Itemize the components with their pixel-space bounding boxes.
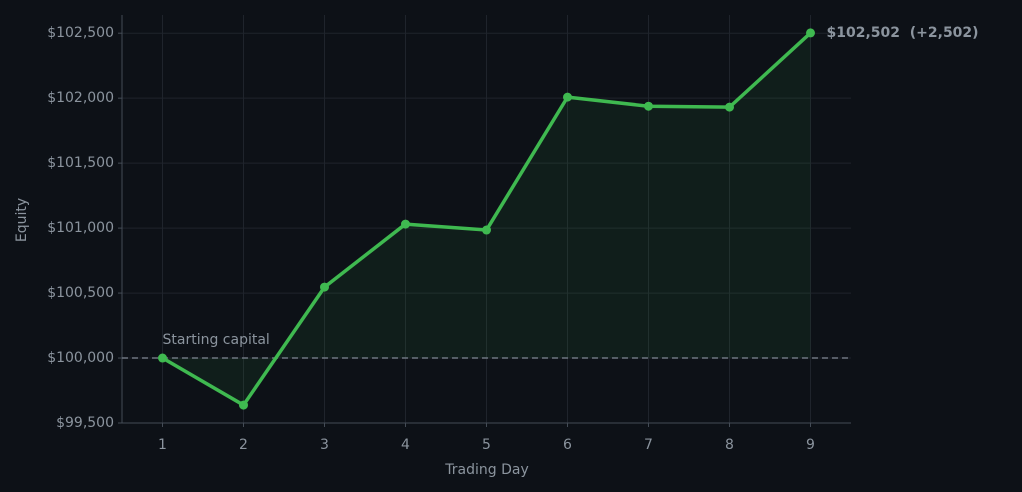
y-tick-label: $100,000 xyxy=(47,350,114,366)
x-tick-label: 8 xyxy=(725,437,734,453)
point xyxy=(563,92,572,102)
point xyxy=(239,400,248,410)
y-tick-label: $102,500 xyxy=(47,25,114,41)
x-tick-label: 5 xyxy=(482,437,491,453)
point xyxy=(158,353,167,363)
x-tick-label: 4 xyxy=(401,437,410,453)
x-tick-label: 9 xyxy=(806,437,815,453)
point xyxy=(644,101,653,111)
point xyxy=(401,219,410,229)
x-axis-label: Trading Day xyxy=(444,462,528,478)
baseline-label: Starting capital xyxy=(163,332,270,348)
point xyxy=(725,102,734,112)
y-tick-label: $101,000 xyxy=(47,220,114,236)
x-tick-label: 3 xyxy=(320,437,329,453)
area-fill xyxy=(162,32,811,406)
y-tick-label: $100,500 xyxy=(47,285,114,301)
point xyxy=(320,282,329,292)
x-tick-label: 1 xyxy=(158,437,167,453)
y-tick-label: $99,500 xyxy=(56,415,114,431)
point xyxy=(482,225,491,235)
x-tick-label: 2 xyxy=(239,437,248,453)
x-tick-label: 6 xyxy=(563,437,572,453)
x-tick-label: 7 xyxy=(644,437,653,453)
y-tick-label: $102,000 xyxy=(47,90,114,106)
point xyxy=(806,28,815,38)
y-tick-label: $101,500 xyxy=(47,155,114,171)
end-annotation: $102,502 (+2,502) xyxy=(827,25,979,41)
y-axis-label: Equity xyxy=(14,198,30,242)
